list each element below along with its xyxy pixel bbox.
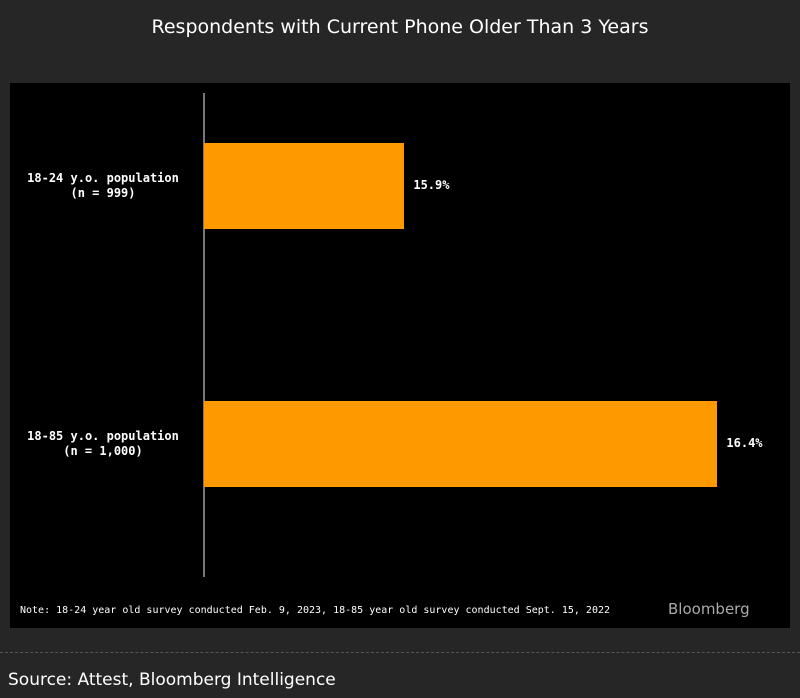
separator	[0, 652, 800, 653]
source: Source: Attest, Bloomberg Intelligence	[8, 670, 336, 690]
note: Note: 18-24 year old survey conducted Fe…	[20, 605, 611, 616]
value-label: 15.9%	[413, 178, 450, 192]
chart-title: Respondents with Current Phone Older Tha…	[151, 16, 649, 38]
category-label: 18-85 y.o. population (n = 1,000)	[27, 429, 179, 458]
category-label: 18-24 y.o. population (n = 999)	[27, 171, 179, 200]
axis-line	[203, 93, 205, 577]
watermark: Bloomberg	[668, 600, 750, 618]
bar	[204, 401, 718, 487]
bar	[204, 143, 405, 229]
value-label: 16.4%	[726, 436, 763, 450]
